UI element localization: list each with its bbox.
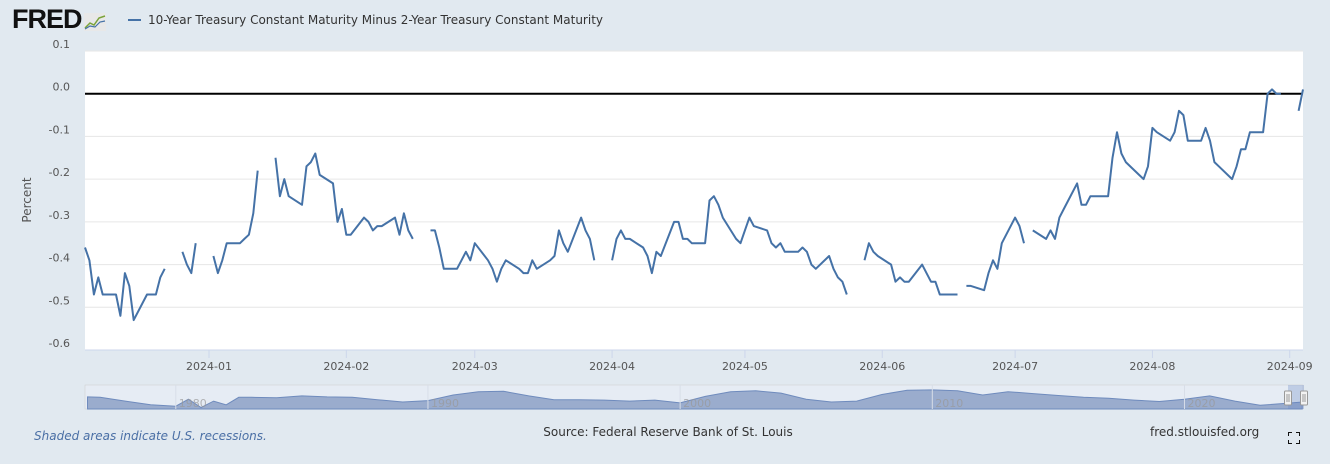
- navigator-handle-right[interactable]: [1300, 390, 1308, 406]
- y-tick-label: -0.3: [49, 209, 70, 222]
- y-tick-label: -0.5: [49, 294, 70, 307]
- range-navigator[interactable]: 1980 1990 2000 2010 2020: [84, 384, 1308, 410]
- x-tick-label: 2024-07: [992, 360, 1038, 373]
- navigator-series: [86, 389, 1303, 410]
- series-segment: [181, 243, 197, 275]
- handle-body[interactable]: [1300, 390, 1308, 406]
- handle-body[interactable]: [1284, 390, 1292, 406]
- series-segment: [863, 242, 958, 296]
- series-segment: [611, 195, 848, 295]
- y-tick-label: -0.4: [49, 252, 70, 265]
- navigator-tick-label: 1980: [179, 397, 207, 410]
- navigator-tick-label: 2000: [683, 397, 711, 410]
- x-tick-label: 2024-06: [859, 360, 905, 373]
- x-tick-label: 2024-04: [589, 360, 635, 373]
- series-segment: [212, 170, 259, 275]
- legend-item[interactable]: 10-Year Treasury Constant Maturity Minus…: [128, 13, 603, 27]
- site-link[interactable]: fred.stlouisfed.org: [1150, 425, 1260, 439]
- series-line: [84, 88, 1304, 322]
- y-tick-label: -0.2: [49, 166, 70, 179]
- x-tick-label: 2024-05: [722, 360, 768, 373]
- x-tick-label: 2024-02: [323, 360, 369, 373]
- x-tick-label: 2024-03: [452, 360, 498, 373]
- y-tick-label: -0.6: [49, 337, 70, 350]
- legend-swatch: [128, 19, 141, 21]
- x-tick-label: 2024-01: [186, 360, 232, 373]
- y-tick-label: 0.0: [53, 81, 71, 94]
- legend-label: 10-Year Treasury Constant Maturity Minus…: [148, 13, 604, 27]
- x-tick-label: 2024-08: [1129, 360, 1175, 373]
- series-segment: [274, 152, 414, 240]
- logo-chart-icon: [83, 13, 106, 31]
- navigator-tick-label: 1990: [431, 397, 459, 410]
- fred-logo[interactable]: FRED: [12, 6, 106, 33]
- y-axis-ticks: 0.1 0.0 -0.1 -0.2 -0.3 -0.4 -0.5 -0.6: [49, 38, 70, 350]
- fullscreen-icon[interactable]: [1288, 432, 1300, 444]
- source-text: Source: Federal Reserve Bank of St. Loui…: [543, 425, 793, 439]
- y-axis-title: Percent: [20, 177, 34, 223]
- recession-note: Shaded areas indicate U.S. recessions.: [34, 429, 267, 443]
- series-segment: [1297, 89, 1304, 112]
- navigator-tick-label: 2020: [1187, 397, 1215, 410]
- series-segment: [84, 247, 166, 322]
- x-tick-label: 2024-09: [1267, 360, 1313, 373]
- x-axis-ticks: 2024-01 2024-02 2024-03 2024-04 2024-05 2024-…: [186, 350, 1313, 373]
- navigator-tick-label: 2010: [935, 397, 963, 410]
- plot-area: [85, 51, 1303, 350]
- navigator-handle-left[interactable]: [1284, 390, 1292, 406]
- logo-text: FRED: [12, 4, 82, 34]
- series-segment: [966, 216, 1025, 292]
- series-segment: [430, 216, 596, 283]
- y-tick-label: -0.1: [49, 123, 70, 136]
- y-tick-label: 0.1: [53, 38, 71, 51]
- series-segment: [1032, 88, 1281, 240]
